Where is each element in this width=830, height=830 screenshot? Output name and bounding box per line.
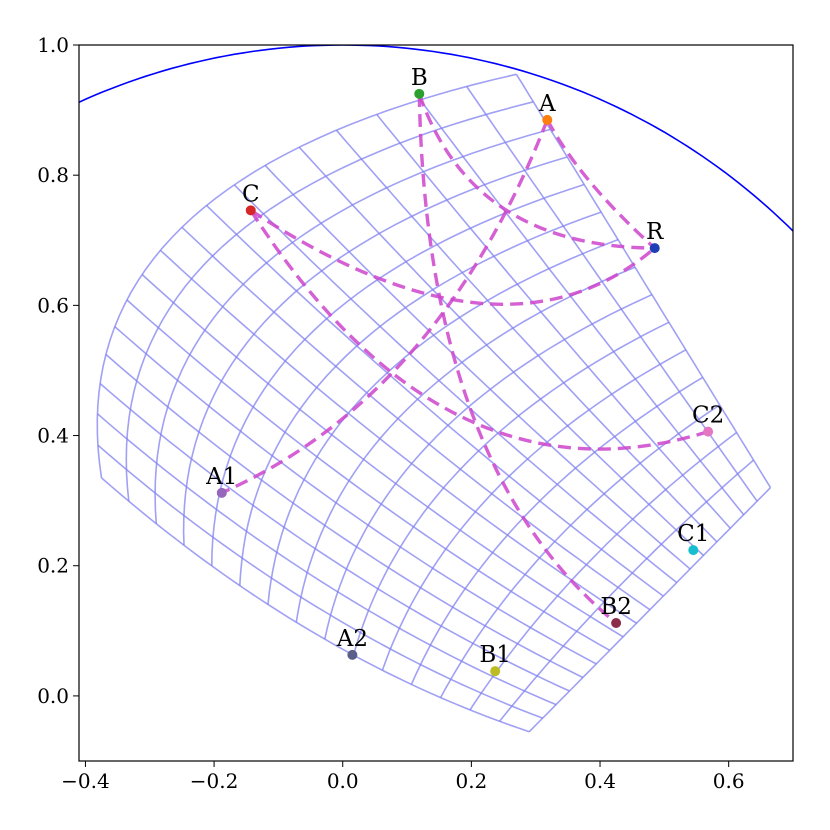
- mesh-line-u: [264, 164, 691, 570]
- point-a2: [347, 649, 358, 660]
- x-tick-label: 0.2: [455, 769, 487, 793]
- point-label-c2: C2: [692, 403, 724, 429]
- point-label-a: A: [538, 91, 556, 117]
- point-b1: [490, 666, 501, 677]
- point-b2: [611, 618, 622, 629]
- plot-area: [79, 45, 793, 733]
- mesh-line-u: [126, 299, 611, 651]
- point-c1: [688, 545, 699, 556]
- mesh-line-v: [125, 101, 534, 502]
- mesh-line-u: [298, 146, 705, 556]
- dashed-arc: [249, 208, 656, 306]
- mesh-line-u: [100, 477, 530, 733]
- mesh-line-v: [381, 349, 687, 671]
- point-c2: [703, 426, 714, 437]
- y-tick-label: 1.0: [37, 33, 69, 57]
- mesh-line-u: [515, 73, 772, 489]
- mesh-line-u: [141, 273, 624, 638]
- x-tick-label: −0.2: [190, 769, 239, 793]
- x-axis: −0.4 −0.2 0.0 0.2 0.4 0.6: [61, 761, 745, 793]
- y-axis: 0.0 0.2 0.4 0.6 0.8 1.0: [37, 33, 79, 708]
- mesh-line-u: [233, 184, 678, 584]
- mesh-line-v: [352, 321, 670, 656]
- y-tick-label: 0.0: [37, 684, 69, 708]
- mesh-line-u: [114, 325, 597, 665]
- y-tick-label: 0.2: [37, 554, 69, 578]
- point-markers: [216, 88, 714, 677]
- mesh-line-v: [498, 459, 755, 722]
- mesh-line-v: [295, 266, 636, 623]
- point-labels: A B C R A1 A2 B1 B2 C1 C2: [205, 65, 724, 668]
- mesh-line-u: [96, 413, 557, 706]
- point-a: [542, 114, 553, 125]
- mesh-line-u: [376, 113, 731, 529]
- mesh-line-u: [205, 204, 664, 597]
- point-label-a1: A1: [205, 464, 237, 490]
- y-tick-label: 0.6: [37, 293, 69, 317]
- point-label-b: B: [411, 65, 428, 91]
- point-a1: [216, 487, 227, 498]
- mesh-line-v: [239, 211, 602, 586]
- point-label-b2: B2: [600, 594, 632, 620]
- mesh-line-u: [97, 444, 543, 719]
- mesh-line-v: [324, 293, 653, 640]
- dashed-arc: [545, 119, 656, 250]
- curvilinear-mesh: [96, 73, 772, 733]
- mesh-line-u: [335, 129, 718, 543]
- mesh-line-v: [154, 128, 551, 524]
- point-label-b1: B1: [479, 642, 511, 668]
- mesh-line-u: [105, 353, 584, 679]
- mesh-line-v: [96, 73, 517, 479]
- point-label-a2: A2: [336, 626, 368, 652]
- point-label-c1: C1: [677, 521, 709, 547]
- point-label-r: R: [646, 219, 664, 245]
- mesh-line-u: [419, 99, 745, 516]
- dashed-geodesics: [221, 93, 709, 625]
- mesh-line-v: [528, 487, 772, 733]
- point-b: [414, 88, 425, 99]
- mesh-line-v: [267, 238, 619, 605]
- mesh-line-u: [99, 382, 570, 692]
- point-c: [245, 205, 256, 216]
- x-tick-label: 0.4: [584, 769, 616, 793]
- mesh-line-v: [469, 431, 738, 711]
- dashed-arc: [221, 119, 549, 495]
- y-tick-label: 0.4: [37, 424, 69, 448]
- dashed-arc: [417, 93, 655, 250]
- y-tick-label: 0.8: [37, 163, 69, 187]
- point-label-c: C: [242, 181, 260, 207]
- dashed-arc: [417, 93, 618, 625]
- mesh-line-v: [182, 156, 568, 546]
- x-tick-label: −0.4: [61, 769, 110, 793]
- mesh-line-u: [181, 226, 651, 611]
- mesh-line-v: [439, 404, 721, 698]
- point-r: [649, 243, 660, 254]
- mesh-line-u: [159, 249, 637, 624]
- mesh-line-v: [211, 183, 585, 566]
- x-tick-label: 0.0: [327, 769, 359, 793]
- x-tick-label: 0.6: [713, 769, 745, 793]
- plot-frame: [78, 44, 794, 762]
